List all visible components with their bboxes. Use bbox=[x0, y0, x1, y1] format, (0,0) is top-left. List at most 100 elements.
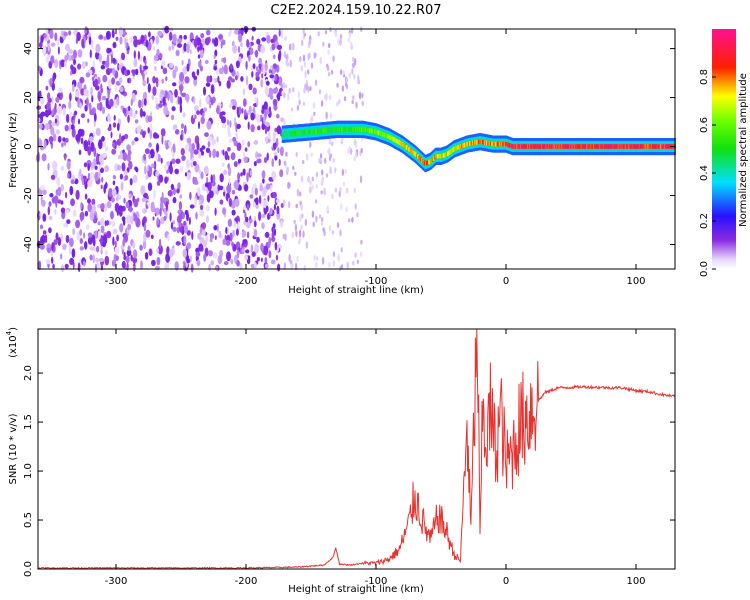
spectrogram-noise-cell bbox=[242, 168, 246, 176]
x-tick-label: -200 bbox=[235, 576, 258, 587]
spectrogram-noise-cell bbox=[122, 238, 126, 247]
spectrogram-noise-cell bbox=[214, 207, 217, 216]
spectrogram-noise-cell bbox=[170, 183, 175, 191]
spectrogram-noise-cell bbox=[111, 148, 117, 155]
spectrogram-noise-cell bbox=[91, 204, 96, 213]
spectrogram-noise-cell bbox=[184, 209, 189, 216]
spectrogram-noise-cell bbox=[245, 249, 250, 254]
spectrogram-noise-cell bbox=[313, 255, 316, 261]
spectrogram-noise-cell bbox=[181, 212, 185, 220]
spectrogram-noise-cell bbox=[265, 205, 269, 212]
spectrogram-noise-cell bbox=[243, 156, 248, 163]
spectrogram-noise-cell bbox=[318, 157, 321, 164]
spectrogram-noise-cell bbox=[127, 245, 131, 252]
spectrogram-noise-cell bbox=[220, 42, 223, 49]
spectrogram-noise-cell bbox=[334, 167, 337, 174]
spectrogram-noise-cell bbox=[142, 216, 147, 224]
spectrogram-noise-cell bbox=[96, 152, 99, 163]
spectrogram-noise-cell bbox=[105, 98, 109, 108]
spectrogram-noise-cell bbox=[82, 260, 86, 267]
spectrogram-noise-cell bbox=[189, 191, 192, 200]
spectrogram-noise-cell bbox=[181, 123, 184, 129]
spectrogram-noise-cell bbox=[277, 263, 281, 272]
spectrogram-noise-cell bbox=[204, 132, 209, 138]
spectrogram-noise-cell bbox=[116, 96, 120, 106]
spectrogram-noise-cell bbox=[280, 117, 284, 123]
spectrogram-noise-cell bbox=[353, 138, 357, 146]
spectrogram-noise-cell bbox=[288, 87, 291, 94]
spectrogram-noise-cell bbox=[223, 261, 229, 266]
spectrogram-noise-cell bbox=[186, 172, 192, 181]
spectrogram-noise-cell bbox=[265, 136, 268, 144]
spectrogram-noise-cell bbox=[323, 229, 326, 237]
spectrogram-noise-cell bbox=[315, 171, 319, 178]
spectrogram-noise-cell bbox=[164, 164, 168, 171]
spectrogram-noise-cell bbox=[111, 197, 115, 203]
snr-multiplier-close: ) bbox=[8, 327, 19, 331]
spectrogram-noise-cell bbox=[39, 185, 45, 191]
spectrogram-noise-cell bbox=[118, 26, 124, 37]
spectrogram-noise-cell bbox=[343, 96, 347, 102]
spectrogram-noise-cell bbox=[50, 174, 56, 180]
spectrogram-noise-cell bbox=[112, 236, 115, 246]
spectrogram-noise-cell bbox=[87, 203, 92, 213]
spectrogram-noise-cell bbox=[249, 170, 253, 176]
spectrogram-noise-cell bbox=[252, 87, 257, 95]
spectrogram-noise-cell bbox=[203, 240, 208, 248]
spectrogram-noise-cell bbox=[313, 52, 316, 59]
spectrogram-noise-cell bbox=[222, 238, 227, 246]
spectrogram-noise-cell bbox=[311, 176, 314, 182]
spectrogram-noise-cell bbox=[62, 243, 67, 251]
spectrogram-noise-cell bbox=[265, 121, 270, 127]
spectrogram-noise-cell bbox=[348, 32, 352, 38]
spectrogram-noise-cell bbox=[128, 105, 131, 111]
spectrogram-noise-cell bbox=[283, 262, 287, 271]
spectrogram-noise-cell bbox=[254, 187, 258, 196]
spectrogram-noise-cell bbox=[168, 31, 173, 41]
spectrogram-noise-cell bbox=[62, 107, 66, 117]
spectrogram-noise-cell bbox=[162, 197, 169, 202]
spectrogram-noise-cell bbox=[108, 48, 112, 53]
spectrogram-noise-cell bbox=[245, 60, 248, 70]
spectrogram-noise-cell bbox=[50, 55, 55, 64]
spectrogram-noise-cell bbox=[272, 191, 277, 199]
spectrogram-noise-cell bbox=[236, 106, 239, 117]
spectrogram-noise-cell bbox=[135, 167, 139, 173]
spectrogram-noise-cell bbox=[307, 175, 310, 183]
spectrogram-noise-cell bbox=[348, 218, 351, 223]
spectrogram-noise-cell bbox=[328, 224, 332, 232]
spectrogram-noise-cell bbox=[49, 193, 54, 198]
figure-title: C2E2.2024.159.10.22.R07 bbox=[270, 3, 441, 18]
spectrogram-noise-cell bbox=[237, 221, 240, 230]
spectrogram-noise-cell bbox=[177, 182, 181, 190]
spectrogram-noise-cell bbox=[118, 208, 123, 217]
spectrogram-noise-cell bbox=[147, 127, 150, 134]
x-tick-label: -300 bbox=[105, 576, 128, 587]
spectrogram-noise-cell bbox=[171, 114, 175, 121]
spectrogram-noise-cell bbox=[227, 147, 231, 152]
spectrogram-noise-cell bbox=[326, 63, 329, 68]
spectrogram-noise-cell bbox=[41, 234, 46, 245]
spectrogram-noise-cell bbox=[179, 96, 183, 107]
spectrogram-noise-cell bbox=[129, 178, 133, 186]
spectrogram-noise-cell bbox=[228, 138, 234, 143]
spectrogram-noise-cell bbox=[87, 179, 93, 188]
spectrogram-noise-cell bbox=[174, 88, 178, 98]
spectrogram-noise-cell bbox=[261, 108, 265, 114]
spectrogram-noise-cell bbox=[251, 186, 254, 197]
spectrogram-noise-cell bbox=[199, 65, 203, 72]
spectrogram-noise-cell bbox=[44, 123, 50, 130]
spectrogram-noise-cell bbox=[336, 101, 339, 107]
spectrogram-noise-cell bbox=[68, 30, 72, 36]
spectrogram-noise-cell bbox=[47, 42, 50, 53]
spectrogram-noise-cell bbox=[213, 66, 217, 71]
spectrogram-noise-cell bbox=[339, 34, 343, 39]
spectrogram-noise-cell bbox=[183, 235, 187, 245]
spectrogram-noise-cell bbox=[361, 100, 364, 107]
spectrogram-noise-cell bbox=[332, 260, 336, 267]
spectrogram-noise-cell bbox=[164, 176, 168, 184]
spectrogram-noise-cell bbox=[271, 231, 275, 239]
spectrogram-noise-cell bbox=[126, 144, 131, 151]
spectrogram-noise-cell bbox=[260, 242, 264, 252]
spectrogram-noise-cell bbox=[46, 101, 51, 110]
